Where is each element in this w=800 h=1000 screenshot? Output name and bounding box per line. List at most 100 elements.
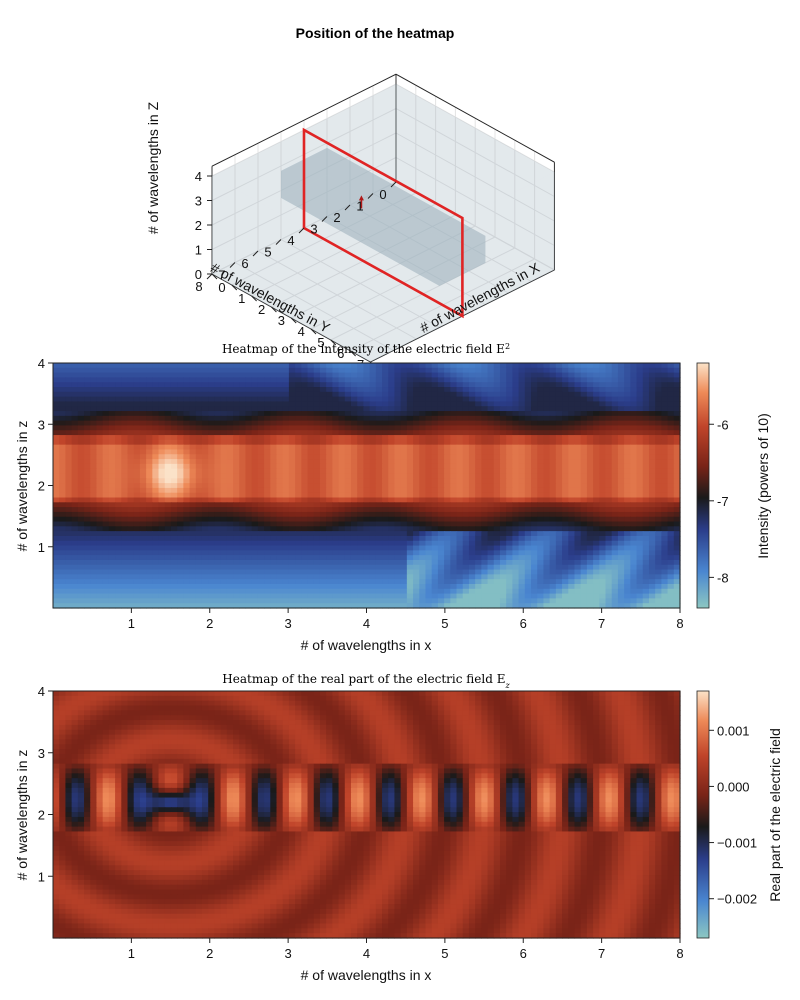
- heatmap-cell: [301, 459, 309, 465]
- heatmap-cell: [115, 372, 122, 379]
- heatmap-cell: [630, 507, 638, 513]
- heatmap-cell: [406, 526, 414, 532]
- heatmap-cell: [481, 391, 489, 398]
- heatmap-cell: [375, 588, 383, 595]
- heatmap-cell: [413, 396, 420, 403]
- heatmap-cell: [164, 569, 172, 575]
- heatmap-cell: [369, 463, 377, 470]
- heatmap-cell: [493, 372, 501, 379]
- heatmap-cell: [127, 497, 135, 503]
- heatmap-cell: [375, 473, 383, 479]
- heatmap-cell: [568, 579, 576, 585]
- heatmap-cell: [655, 550, 662, 556]
- heatmap-cell: [338, 382, 346, 388]
- heatmap-cell: [512, 540, 520, 547]
- heatmap-cell: [462, 382, 470, 388]
- heatmap-cell: [108, 487, 116, 494]
- heatmap-cell: [444, 531, 451, 537]
- heatmap-cell: [481, 559, 489, 566]
- heatmap-cell: [77, 387, 85, 393]
- heatmap-cell: [549, 435, 557, 441]
- heatmap-cell: [350, 569, 358, 575]
- heatmap-cell: [468, 559, 476, 566]
- heatmap-cell: [195, 483, 203, 489]
- heatmap-cell: [450, 411, 458, 417]
- heatmap-cell: [406, 435, 414, 441]
- heatmap-cell: [282, 478, 290, 484]
- heatmap-cell: [183, 415, 191, 422]
- heatmap-cell: [406, 367, 414, 374]
- heatmap-cell: [301, 377, 309, 383]
- heatmap-cell: [444, 521, 451, 527]
- heatmap-cell: [524, 507, 532, 513]
- heatmap-cell: [375, 439, 383, 446]
- heatmap-cell: [630, 569, 638, 575]
- heatmap-cell: [450, 387, 458, 393]
- heatmap-cell: [655, 574, 662, 580]
- heatmap-cell: [270, 507, 278, 513]
- heatmap-cell: [313, 420, 321, 427]
- heatmap-cell: [456, 521, 464, 527]
- heatmap-cell: [326, 588, 333, 595]
- heatmap-cell: [96, 387, 104, 393]
- heatmap-cell: [301, 367, 309, 374]
- heatmap-cell: [189, 401, 197, 407]
- heatmap-cell: [102, 391, 110, 398]
- heatmap-cell: [363, 377, 371, 383]
- heatmap-cell: [170, 521, 178, 527]
- heatmap-cell: [158, 387, 166, 393]
- heatmap-cell: [270, 439, 278, 446]
- heatmap-cell: [201, 363, 209, 369]
- heatmap-cell: [605, 478, 613, 484]
- heatmap-cell: [605, 463, 613, 470]
- heatmap-cell: [96, 579, 104, 585]
- heatmap-cell: [593, 454, 600, 460]
- heatmap-cell: [642, 430, 650, 436]
- heatmap-cell: [562, 430, 569, 436]
- heatmap-cell: [332, 569, 340, 575]
- heatmap-cell: [65, 521, 73, 527]
- heatmap-cell: [264, 588, 271, 595]
- heatmap-cell: [667, 439, 675, 446]
- heatmap-cell: [543, 387, 551, 393]
- heatmap-cell: [139, 444, 147, 451]
- heatmap-cell: [96, 473, 104, 479]
- heatmap-cell: [170, 487, 178, 494]
- heatmap-cell: [648, 497, 656, 503]
- heatmap-cell: [158, 531, 166, 537]
- heatmap-cell: [65, 367, 73, 374]
- heatmap-cell: [617, 502, 625, 508]
- heatmap-cell: [270, 555, 278, 561]
- heatmap-cell: [450, 449, 458, 455]
- heatmap-cell: [326, 483, 333, 489]
- heatmap-cell: [177, 555, 184, 561]
- heatmap-cell: [462, 406, 470, 412]
- heatmap-cell: [506, 415, 513, 422]
- heatmap-cell: [288, 516, 296, 523]
- heatmap-cell: [450, 497, 458, 503]
- heatmap-cell: [648, 579, 656, 585]
- z-tick-label: 4: [195, 169, 202, 184]
- heatmap-cell: [636, 579, 644, 585]
- heatmap-cell: [437, 444, 445, 451]
- heatmap-cell: [96, 430, 104, 436]
- heatmap-cell: [624, 478, 631, 484]
- heatmap-cell: [661, 449, 669, 455]
- heatmap-cell: [667, 444, 675, 451]
- heatmap-cell: [195, 367, 203, 374]
- heatmap-cell: [419, 569, 427, 575]
- heatmap-cell: [568, 511, 576, 518]
- heatmap-cell: [630, 468, 638, 475]
- heatmap-cell: [655, 583, 662, 590]
- heatmap-cell: [214, 564, 222, 571]
- heatmap-cell: [586, 391, 594, 398]
- heatmap-cell: [288, 430, 296, 436]
- heatmap-cell: [326, 372, 333, 379]
- heatmap-cell: [53, 391, 60, 398]
- heatmap-cell: [270, 540, 278, 547]
- heatmap-cell: [555, 550, 563, 556]
- heatmap-cell: [413, 507, 420, 513]
- heatmap-cell: [201, 492, 209, 499]
- heatmap-cell: [549, 449, 557, 455]
- heatmap-cell: [450, 425, 458, 431]
